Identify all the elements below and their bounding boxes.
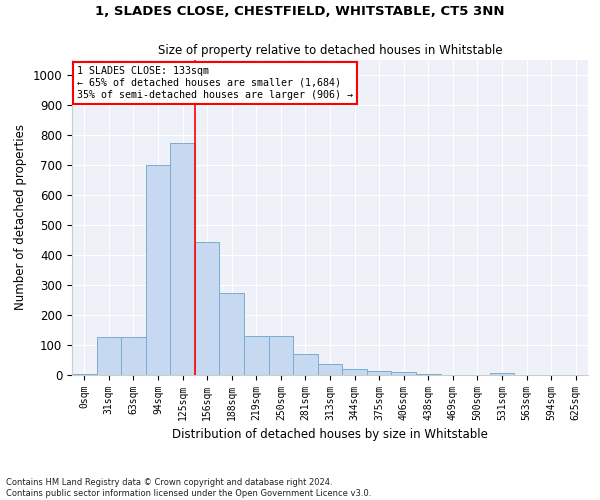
Bar <box>490 372 514 375</box>
Bar <box>121 336 146 375</box>
Bar <box>220 292 244 375</box>
Bar <box>146 165 170 375</box>
Y-axis label: Number of detached properties: Number of detached properties <box>14 124 27 310</box>
Bar <box>244 336 269 375</box>
Bar <box>391 372 416 375</box>
Bar <box>342 369 367 375</box>
X-axis label: Distribution of detached houses by size in Whitstable: Distribution of detached houses by size … <box>172 428 488 442</box>
Text: Contains HM Land Registry data © Crown copyright and database right 2024.
Contai: Contains HM Land Registry data © Crown c… <box>6 478 371 498</box>
Bar <box>269 336 293 375</box>
Bar <box>416 374 440 375</box>
Text: 1, SLADES CLOSE, CHESTFIELD, WHITSTABLE, CT5 3NN: 1, SLADES CLOSE, CHESTFIELD, WHITSTABLE,… <box>95 5 505 18</box>
Bar <box>72 374 97 375</box>
Bar <box>293 354 318 375</box>
Bar <box>318 364 342 375</box>
Title: Size of property relative to detached houses in Whitstable: Size of property relative to detached ho… <box>158 44 502 58</box>
Text: 1 SLADES CLOSE: 133sqm
← 65% of detached houses are smaller (1,684)
35% of semi-: 1 SLADES CLOSE: 133sqm ← 65% of detached… <box>77 66 353 100</box>
Bar <box>367 372 391 375</box>
Bar <box>170 142 195 375</box>
Bar <box>97 336 121 375</box>
Bar <box>195 242 220 375</box>
